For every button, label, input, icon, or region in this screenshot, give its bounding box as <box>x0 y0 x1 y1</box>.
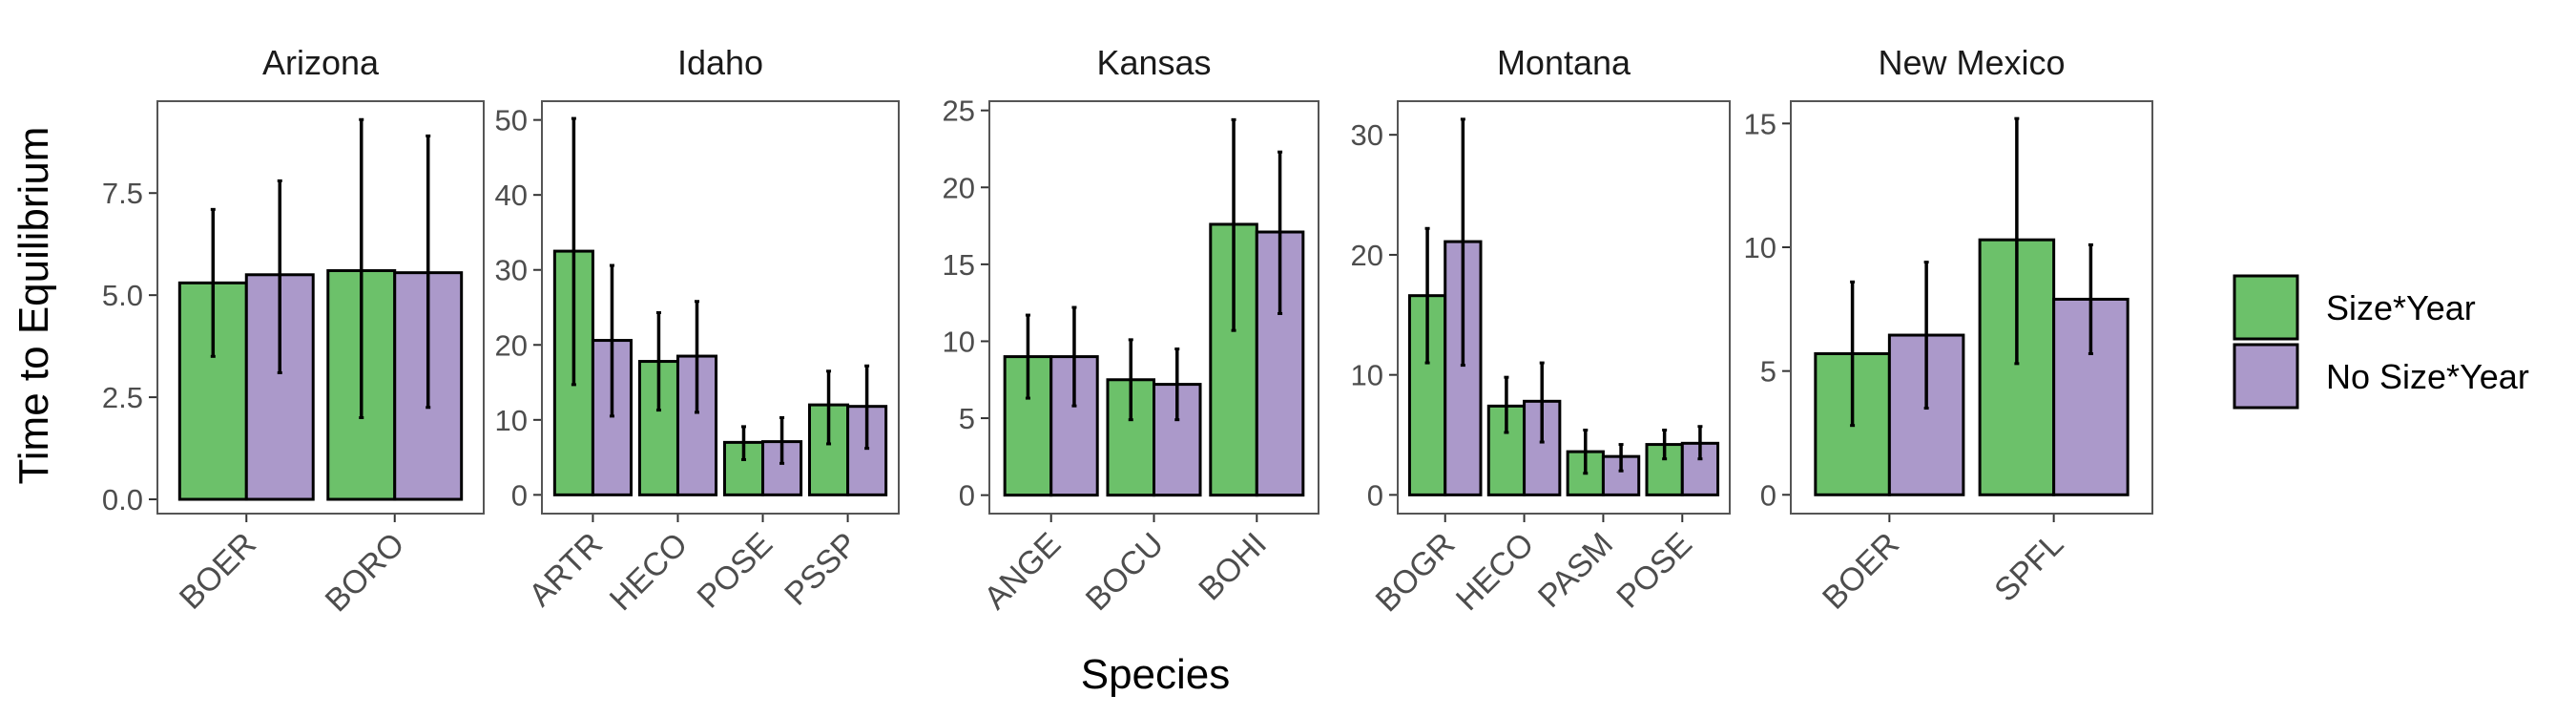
x-tick-label: POSE <box>691 526 780 616</box>
x-tick-label: BOHI <box>1192 526 1274 608</box>
x-tick-label: PASM <box>1531 526 1620 615</box>
panel-kansas: Kansas ANGE BOCU BOHI 0 5 10 15 20 25 <box>943 43 1319 618</box>
y-tick-label: 0 <box>1760 478 1776 512</box>
x-tick-label: HECO <box>603 526 695 618</box>
panel-new-mexico: New Mexico BOER SPFL 0 5 10 15 <box>1744 43 2153 617</box>
y-tick-label: 0 <box>959 479 975 513</box>
y-tick-label: 0 <box>511 478 528 512</box>
y-tick-label: 30 <box>1351 118 1383 152</box>
y-tick-label: 7.5 <box>102 177 143 210</box>
y-tick-label: 30 <box>495 254 528 287</box>
y-tick-label: 50 <box>495 104 528 137</box>
x-tick-label: ARTR <box>522 526 610 614</box>
y-tick-label: 10 <box>1351 359 1383 392</box>
y-tick-label: 10 <box>1744 231 1776 264</box>
x-tick-label: BOCU <box>1079 526 1171 618</box>
y-tick-label: 20 <box>1351 239 1383 272</box>
panel-border <box>156 100 485 515</box>
panel-border <box>541 100 900 515</box>
x-tick-label: ANGE <box>977 526 1068 617</box>
panel-title: Montana <box>1497 43 1631 82</box>
y-tick-label: 0 <box>1367 478 1383 512</box>
panel-title: New Mexico <box>1878 43 2065 82</box>
legend: Size*Year No Size*Year <box>2233 274 2529 410</box>
legend-label: Size*Year <box>2326 288 2476 327</box>
y-axis-title: Time to Equilibrium <box>10 127 57 485</box>
legend-label: No Size*Year <box>2326 357 2529 396</box>
y-tick-label: 5.0 <box>102 279 143 312</box>
y-tick-label: 25 <box>943 95 975 128</box>
x-tick-label: POSE <box>1610 526 1699 616</box>
x-tick-label: SPFL <box>1987 526 2070 609</box>
y-tick-label: 5 <box>959 402 975 435</box>
panel-border <box>1397 100 1731 515</box>
x-axis-title: Species <box>1081 651 1231 698</box>
panel-border <box>988 100 1319 515</box>
x-tick-label: BOGR <box>1369 526 1463 620</box>
y-tick-label: 10 <box>943 325 975 358</box>
y-tick-label: 15 <box>1744 107 1776 140</box>
panel-title: Idaho <box>677 43 763 82</box>
x-tick-label: HECO <box>1449 526 1541 618</box>
panel-border <box>1790 100 2153 515</box>
y-tick-label: 20 <box>943 171 975 204</box>
panel-title: Arizona <box>262 43 380 82</box>
legend-key-size-year <box>2233 274 2299 341</box>
legend-key-no-size-year <box>2233 343 2299 410</box>
panel-arizona: Arizona BOER BORO 0.0 2.5 5.0 7.5 <box>102 43 485 620</box>
x-tick-label: PSSP <box>778 526 864 613</box>
bar-ange-size-year <box>1003 355 1053 497</box>
y-tick-label: 20 <box>495 328 528 362</box>
y-tick-label: 0.0 <box>102 483 143 516</box>
panel-title: Kansas <box>1096 43 1211 82</box>
x-tick-label: BOER <box>173 526 263 617</box>
x-tick-label: BOER <box>1816 526 1906 617</box>
y-tick-label: 10 <box>495 404 528 437</box>
y-tick-label: 40 <box>495 179 528 212</box>
x-tick-label: BORO <box>319 526 412 620</box>
y-tick-label: 15 <box>943 248 975 282</box>
y-tick-label: 5 <box>1760 355 1776 389</box>
y-tick-label: 2.5 <box>102 381 143 414</box>
